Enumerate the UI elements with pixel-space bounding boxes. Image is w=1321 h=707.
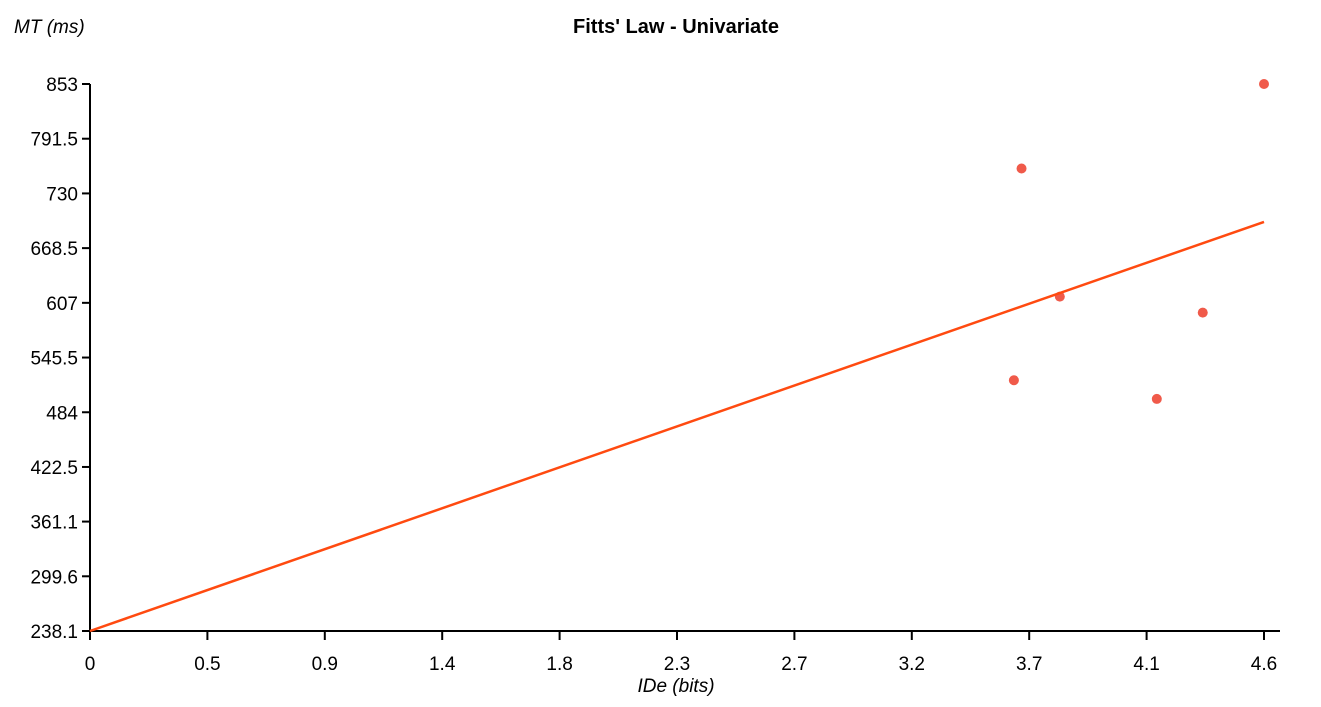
y-axis-label: MT (ms) [14,17,85,38]
y-axis-ticks: 238.1 299.6 361.1 422.5 484 545.5 607 668.5 730 7… [30,75,90,643]
regression-line [89,220,1265,633]
x-tick-label: 2.7 [781,654,807,675]
plot-series [89,79,1269,633]
y-tick-label: 853 [46,75,78,96]
x-tick-label: 4.6 [1251,654,1277,675]
x-tick-label: 4.1 [1133,654,1159,675]
data-point [1008,375,1019,386]
x-tick-label: 0.9 [312,654,338,675]
y-tick-label: 299.6 [30,567,78,588]
y-tick-label: 422.5 [30,458,78,479]
y-tick-label: 607 [46,294,78,315]
x-tick-label: 0 [85,654,96,675]
data-point [1016,163,1027,174]
chart-title: Fitts' Law - Univariate [573,16,779,38]
x-tick-label: 3.2 [899,654,925,675]
x-tick-label: 1.4 [429,654,456,675]
data-point [1151,393,1162,404]
x-tick-label: 3.7 [1016,654,1042,675]
x-axis-label: IDe (bits) [637,676,714,697]
x-axis-ticks: 0 0.5 0.9 1.4 1.8 2.3 2.7 3.2 3.7 4.1 4.6 [85,631,1277,675]
y-tick-label: 791.5 [30,130,78,151]
x-tick-label: 2.3 [664,654,690,675]
data-point [1197,307,1208,318]
y-tick-label: 361.1 [30,513,78,534]
x-tick-label: 0.5 [194,654,220,675]
x-tick-label: 1.8 [546,654,572,675]
y-tick-label: 730 [46,184,78,205]
y-tick-label: 545.5 [30,349,78,370]
y-tick-label: 238.1 [30,622,78,643]
y-tick-label: 484 [46,403,78,424]
data-point [1259,79,1269,89]
y-tick-label: 668.5 [30,239,78,260]
